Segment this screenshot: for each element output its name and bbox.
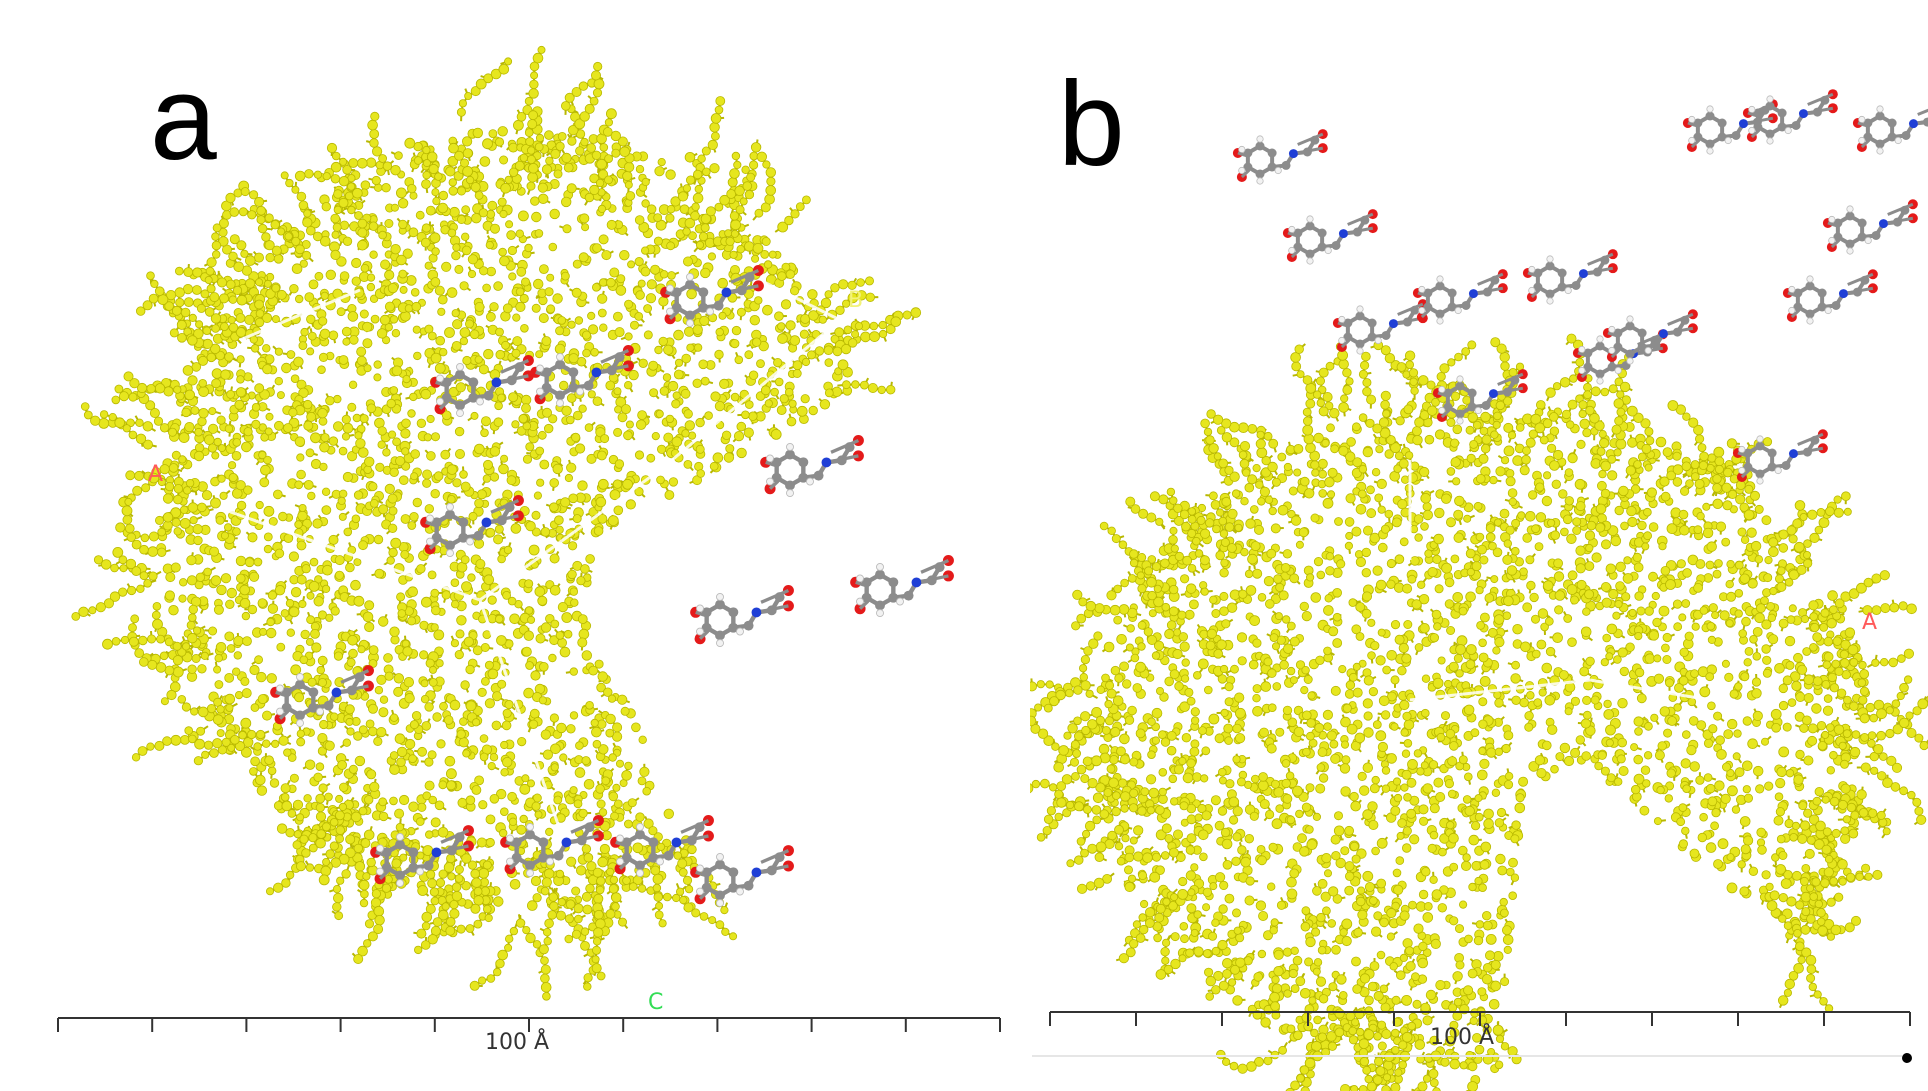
panel-a-axis-tag-b: B <box>848 288 864 313</box>
panel-b-axis-tag-a: A <box>1862 610 1878 635</box>
panel-a-ligand-molecule <box>690 845 794 908</box>
panel-b-ligand-molecule <box>1732 429 1828 485</box>
panel-b-ligand-molecule <box>1522 249 1618 305</box>
panel-b-ligand-molecule <box>1412 269 1508 325</box>
panel-b-ligand-molecule <box>1782 269 1878 325</box>
panel-a-molecular-view <box>57 45 1001 1032</box>
panel-b-unit-cell-lines <box>1408 460 1711 702</box>
panel-b-ligand-molecule <box>1822 199 1918 255</box>
panel-b-cluster-render <box>1030 89 1928 1091</box>
panel-b-ligand-molecule <box>1742 89 1838 145</box>
panel-a-ligand-molecule <box>850 555 954 618</box>
panel-a-axis-tag-a: A <box>148 462 164 487</box>
panel-b-ligand-molecule <box>1852 105 1928 155</box>
polymer-atoms <box>1030 333 1928 1091</box>
panel-b-scale-label: 100 Å <box>1430 1025 1495 1050</box>
panel-b-ligand-molecule <box>1282 209 1378 265</box>
panel-b-molecular-view <box>1030 0 1928 1091</box>
panel-a-ligand-molecule <box>610 815 714 878</box>
panel-a-ligand-molecule <box>690 585 794 648</box>
panel-b-ligand-molecule <box>1332 299 1428 355</box>
panel-a-ligand-molecule <box>760 434 864 498</box>
panel-a-axis-tag-c: C <box>648 990 664 1015</box>
panel-b-bottom-rule <box>1032 1055 1902 1057</box>
panel-a-ligand-molecule <box>500 815 604 878</box>
panel-b-ligand-molecule <box>1602 309 1698 365</box>
panel-a-ligand-molecule <box>430 354 534 418</box>
panel-b-label: b <box>1058 57 1125 191</box>
panel-a-label: a <box>150 51 217 185</box>
panel-a-scale-bar <box>57 1017 1001 1032</box>
panel-a-ligand-molecule <box>660 264 764 328</box>
panel-a-ligand-molecule <box>530 344 634 408</box>
panel-b-ligand-molecule <box>1232 129 1328 185</box>
polymer-atoms <box>71 45 922 1001</box>
panel-a-scale-label: 100 Å <box>485 1030 550 1055</box>
trailing-period-dot <box>1902 1053 1912 1063</box>
panel-a-ligand-molecule <box>370 825 474 888</box>
panel-a-cluster-render <box>57 45 1001 1032</box>
panel-a-unit-cell-lines <box>224 278 841 831</box>
panel-a-ligand-molecule <box>270 665 374 728</box>
panel-b-ligand-molecule <box>1432 369 1528 425</box>
panel-a-ligand-molecule <box>420 495 524 558</box>
panel-b-scale-bar <box>1049 1011 1911 1026</box>
